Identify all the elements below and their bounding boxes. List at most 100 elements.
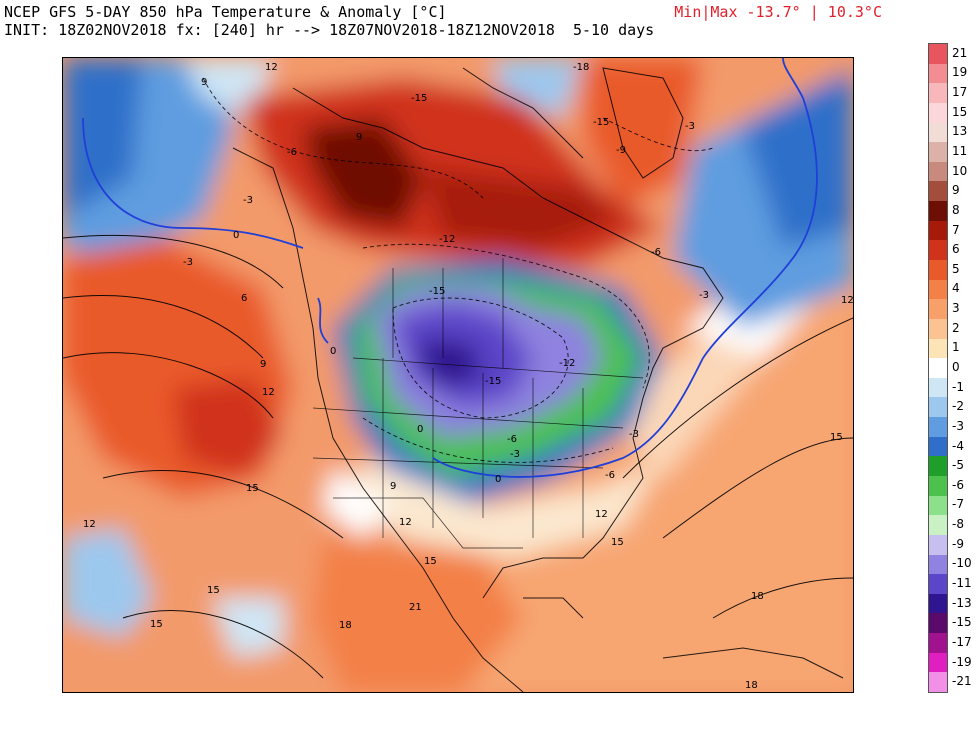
contour-label: -6 (287, 147, 297, 158)
contour-label: 15 (246, 483, 259, 494)
contour-label: 12 (265, 62, 278, 73)
colorbar-tick-label: -11 (952, 576, 972, 590)
contour-label: -3 (510, 449, 520, 460)
contour-label: 0 (495, 474, 501, 485)
zero-degree-line (82, 58, 818, 478)
colorbar-tick-label: -2 (952, 399, 964, 414)
contour-label: -3 (629, 429, 639, 440)
colorbar-swatch (929, 260, 947, 281)
contour-label: -9 (616, 145, 626, 156)
colorbar-tick-label: 13 (952, 124, 968, 139)
colorbar-tick-label: 9 (952, 183, 960, 198)
contour-label: 0 (330, 346, 336, 357)
contour-label: 15 (150, 619, 163, 630)
colorbar-swatch (929, 318, 947, 340)
contour-label: 9 (390, 481, 396, 492)
contour-label: 21 (409, 602, 422, 613)
colorbar-tick-label: 1 (952, 340, 960, 355)
colorbar-tick-label: -3 (952, 418, 964, 433)
contour-label: -3 (685, 121, 695, 132)
dashed-contours (202, 77, 714, 463)
colorbar-swatch (929, 534, 947, 556)
contour-label: -15 (429, 286, 445, 297)
colorbar-tick-label: 4 (952, 281, 960, 296)
colorbar-swatch (929, 44, 947, 65)
colorbar-tick-label: -1 (952, 379, 964, 394)
colorbar-tick-label: 0 (952, 360, 960, 374)
contour-label: 15 (424, 556, 437, 567)
colorbar-tick-label: -8 (952, 517, 964, 532)
colorbar-tick-label: 3 (952, 301, 960, 316)
coastlines (232, 67, 844, 692)
contour-label: -15 (593, 117, 609, 128)
contour-label: -3 (243, 195, 253, 206)
colorbar-swatch (929, 240, 947, 261)
colorbar-tick-label: -7 (952, 497, 964, 512)
contour-label: 9 (356, 132, 362, 143)
colorbar-tick-label: -17 (952, 634, 972, 649)
colorbar-tick-label: 8 (952, 202, 960, 217)
contour-label: 12 (841, 295, 853, 306)
colorbar-tick-label: -21 (952, 674, 972, 689)
colorbar-tick-label: -15 (952, 615, 972, 630)
colorbar-swatch (929, 122, 947, 143)
contour-label: -6 (605, 470, 615, 481)
colorbar-swatch (929, 358, 947, 379)
colorbar-swatch (929, 574, 947, 595)
contour-label: 6 (241, 293, 247, 304)
contour-label: -15 (411, 93, 427, 104)
colorbar-tick-label: 2 (952, 320, 960, 335)
colorbar-swatch (929, 299, 947, 320)
minmax-readout: Min|Max -13.7° | 10.3°C (674, 3, 882, 21)
colorbar-tick-label: -9 (952, 536, 964, 551)
anomaly-field (63, 58, 853, 692)
colorbar-swatch (929, 554, 947, 575)
colorbar-tick-label: 15 (952, 104, 968, 119)
colorbar-swatch (929, 436, 947, 457)
contour-label: 0 (417, 424, 423, 435)
contour-label: -12 (559, 358, 575, 369)
map-panel: 12 9 -15 -18 -15 -9 -3 9 -6 -3 0 -12 -6 -3 6 9 12 -15 -12 -… (62, 57, 854, 693)
contour-label: 12 (595, 509, 608, 520)
colorbar-swatch (929, 338, 947, 359)
isotherm-contours (63, 234, 853, 679)
colorbar-swatch (929, 476, 947, 497)
colorbar-tick-label: 11 (952, 144, 968, 158)
colorbar-swatch (929, 417, 947, 438)
contour-label: 15 (611, 537, 624, 548)
colorbar-swatch (929, 652, 947, 673)
colorbar-tick-label: 6 (952, 242, 960, 257)
colorbar-tick-label: 7 (952, 222, 960, 237)
colorbar-tick-label: -5 (952, 458, 964, 473)
colorbar-swatch (929, 83, 947, 104)
contour-label: 18 (751, 591, 764, 602)
colorbar-swatch (929, 181, 947, 202)
contour-label: 15 (830, 432, 843, 443)
colorbar-tick-label: -6 (952, 477, 964, 492)
contour-label: -15 (485, 376, 501, 387)
colorbar-tick-label: 5 (952, 261, 960, 276)
contour-label: 18 (745, 680, 758, 691)
chart-title: NCEP GFS 5-DAY 850 hPa Temperature & Ano… (4, 3, 447, 21)
contour-label: 0 (233, 230, 239, 241)
contour-label: -18 (573, 62, 589, 73)
colorbar-tick-label: -10 (952, 556, 972, 571)
colorbar-tick-label: -13 (952, 595, 972, 610)
contour-label: 9 (201, 77, 207, 88)
colorbar-swatch (929, 142, 947, 163)
colorbar-swatch (929, 593, 947, 614)
contour-label: -3 (699, 290, 709, 301)
colorbar (928, 43, 948, 693)
colorbar-swatch (929, 220, 947, 241)
colorbar-swatch (929, 613, 947, 634)
colorbar-tick-label: 21 (952, 45, 968, 60)
contour-label: -6 (507, 434, 517, 445)
colorbar-swatch (929, 397, 947, 418)
colorbar-swatch (929, 377, 947, 398)
colorbar-swatch (929, 672, 947, 693)
colorbar-tick-label: 17 (952, 85, 968, 100)
colorbar-swatch (929, 633, 947, 654)
colorbar-tick-label: 10 (952, 163, 968, 178)
contour-label: 9 (260, 359, 266, 370)
contour-label: 18 (339, 620, 352, 631)
